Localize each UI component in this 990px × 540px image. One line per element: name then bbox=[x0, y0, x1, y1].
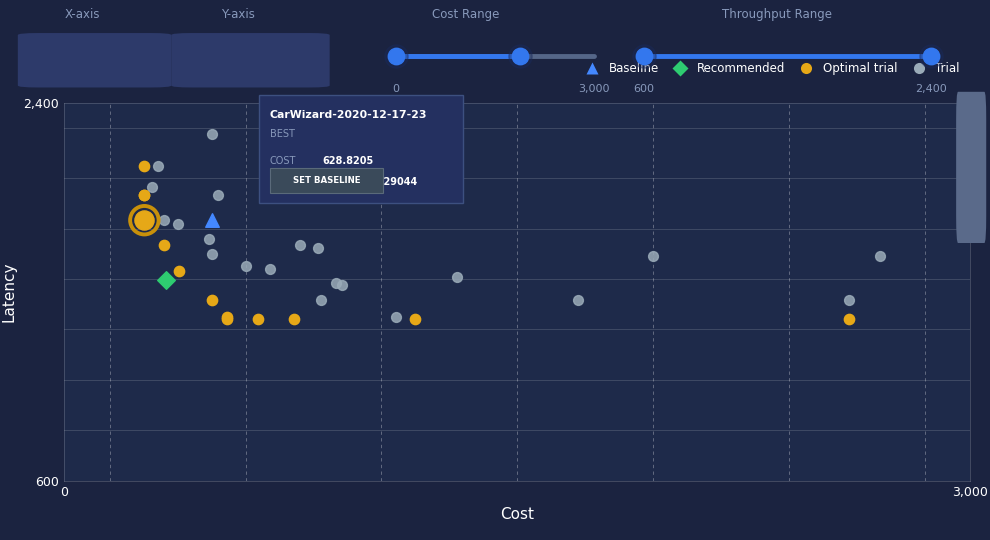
FancyBboxPatch shape bbox=[956, 92, 986, 243]
Point bbox=[512, 52, 528, 60]
Point bbox=[204, 130, 220, 138]
Point bbox=[204, 249, 220, 258]
Text: 600: 600 bbox=[633, 84, 654, 94]
Point bbox=[636, 52, 651, 60]
X-axis label: Cost: Cost bbox=[500, 508, 535, 523]
Point bbox=[137, 191, 152, 199]
Text: Y-axis: Y-axis bbox=[221, 8, 254, 21]
Point bbox=[310, 243, 326, 252]
Point bbox=[137, 216, 152, 225]
Point bbox=[156, 241, 172, 249]
Point bbox=[569, 296, 585, 305]
Text: X-axis: X-axis bbox=[64, 8, 100, 21]
Point bbox=[204, 216, 220, 225]
Point bbox=[261, 264, 277, 273]
FancyBboxPatch shape bbox=[18, 33, 171, 87]
Text: 628.8205: 628.8205 bbox=[323, 156, 374, 166]
Text: 1,694.29044: 1,694.29044 bbox=[349, 177, 418, 187]
Point bbox=[144, 183, 159, 191]
Legend: Baseline, Recommended, Optimal trial, Trial: Baseline, Recommended, Optimal trial, Tr… bbox=[575, 57, 964, 80]
Text: Cost: Cost bbox=[71, 52, 101, 65]
Point bbox=[923, 52, 939, 60]
Point bbox=[313, 296, 329, 305]
Text: 3,000: 3,000 bbox=[578, 84, 610, 94]
Text: BEST: BEST bbox=[270, 129, 295, 139]
Point bbox=[156, 216, 172, 225]
Text: Cost Range: Cost Range bbox=[432, 8, 499, 21]
Text: 2,400: 2,400 bbox=[915, 84, 946, 94]
Point bbox=[923, 52, 939, 60]
Point bbox=[137, 161, 152, 170]
Point bbox=[636, 52, 651, 60]
Point bbox=[201, 235, 217, 244]
Point bbox=[871, 252, 887, 260]
Point bbox=[171, 266, 187, 275]
Text: ᵛ: ᵛ bbox=[298, 53, 302, 63]
Point bbox=[448, 273, 464, 281]
Text: LATENCY: LATENCY bbox=[270, 177, 314, 187]
Point bbox=[645, 252, 661, 260]
FancyBboxPatch shape bbox=[259, 95, 463, 203]
Point bbox=[238, 262, 253, 271]
Point bbox=[220, 313, 236, 321]
Point bbox=[211, 191, 227, 199]
Y-axis label: Latency: Latency bbox=[1, 261, 16, 322]
Point bbox=[512, 52, 528, 60]
Text: ᵛ: ᵛ bbox=[135, 53, 139, 63]
Text: SET BASELINE: SET BASELINE bbox=[293, 176, 360, 185]
Point bbox=[150, 161, 166, 170]
Point bbox=[407, 315, 423, 323]
Point bbox=[335, 281, 350, 289]
Point bbox=[286, 315, 302, 323]
Point bbox=[842, 296, 857, 305]
Point bbox=[204, 296, 220, 305]
Point bbox=[249, 315, 265, 323]
Point bbox=[842, 315, 857, 323]
Point bbox=[292, 241, 308, 249]
Point bbox=[137, 191, 152, 199]
Point bbox=[137, 216, 152, 225]
FancyBboxPatch shape bbox=[171, 33, 330, 87]
Text: Throughput Range: Throughput Range bbox=[722, 8, 833, 21]
Point bbox=[388, 52, 404, 60]
Point bbox=[388, 313, 404, 321]
Text: CarWizard-2020-12-17-23: CarWizard-2020-12-17-23 bbox=[270, 110, 428, 120]
Point bbox=[328, 279, 345, 287]
Point bbox=[220, 315, 236, 323]
Point bbox=[169, 220, 185, 229]
Text: Latency: Latency bbox=[213, 52, 265, 65]
Point bbox=[388, 52, 404, 60]
FancyBboxPatch shape bbox=[270, 167, 383, 193]
Text: 0: 0 bbox=[392, 84, 400, 94]
Text: COST: COST bbox=[270, 156, 296, 166]
Point bbox=[157, 276, 173, 285]
